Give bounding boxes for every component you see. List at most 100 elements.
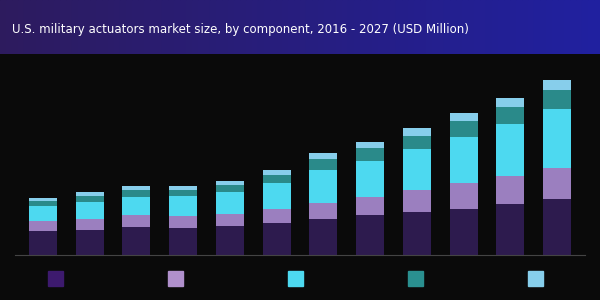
Bar [360, 0, 366, 54]
Bar [264, 0, 270, 54]
Bar [168, 0, 174, 54]
Bar [24, 0, 30, 54]
Bar [288, 0, 294, 54]
Bar [192, 0, 198, 54]
Bar [408, 271, 423, 286]
Bar [449, 122, 478, 136]
Bar [258, 0, 264, 54]
Bar [486, 0, 492, 54]
Bar [294, 0, 300, 54]
Bar [76, 192, 104, 196]
Bar [150, 0, 156, 54]
Bar [30, 0, 36, 54]
Bar [240, 0, 246, 54]
Bar [122, 227, 151, 255]
Bar [496, 176, 524, 204]
Bar [474, 0, 480, 54]
Bar [540, 0, 546, 54]
Bar [120, 0, 126, 54]
Bar [76, 196, 104, 202]
Bar [552, 0, 558, 54]
Bar [414, 0, 420, 54]
Bar [449, 183, 478, 208]
Bar [186, 0, 192, 54]
Bar [42, 0, 48, 54]
Bar [408, 0, 414, 54]
Bar [456, 0, 462, 54]
Bar [263, 208, 290, 223]
Bar [403, 136, 431, 149]
Bar [403, 149, 431, 190]
Bar [114, 0, 120, 54]
Bar [449, 136, 478, 183]
Bar [96, 0, 102, 54]
Bar [384, 0, 390, 54]
Bar [449, 113, 478, 122]
Bar [528, 0, 534, 54]
Bar [496, 98, 524, 107]
Bar [306, 0, 312, 54]
Bar [564, 0, 570, 54]
Bar [180, 0, 186, 54]
Bar [216, 0, 222, 54]
Bar [102, 0, 108, 54]
Bar [144, 0, 150, 54]
Bar [36, 0, 42, 54]
Bar [310, 202, 337, 220]
Bar [122, 215, 151, 227]
Bar [108, 0, 114, 54]
Bar [432, 0, 438, 54]
Bar [438, 0, 444, 54]
Bar [588, 0, 594, 54]
Bar [450, 0, 456, 54]
Bar [252, 0, 258, 54]
Bar [300, 0, 306, 54]
Bar [156, 0, 162, 54]
Bar [12, 0, 18, 54]
Bar [263, 183, 290, 208]
Bar [228, 0, 234, 54]
Bar [543, 199, 571, 255]
Bar [356, 215, 384, 255]
Bar [0, 0, 6, 54]
Bar [29, 201, 57, 206]
Bar [594, 0, 600, 54]
Bar [162, 0, 168, 54]
Bar [420, 0, 426, 54]
Bar [48, 271, 63, 286]
Bar [356, 148, 384, 161]
Bar [356, 197, 384, 215]
Bar [318, 0, 324, 54]
Bar [403, 190, 431, 212]
Bar [122, 186, 151, 190]
Bar [570, 0, 576, 54]
Bar [6, 0, 12, 54]
Bar [18, 0, 24, 54]
Bar [29, 206, 57, 221]
Bar [543, 109, 571, 168]
Bar [468, 0, 474, 54]
Bar [534, 0, 540, 54]
Bar [169, 216, 197, 228]
Bar [76, 202, 104, 219]
Bar [216, 226, 244, 255]
Bar [480, 0, 486, 54]
Bar [122, 190, 151, 197]
Bar [169, 228, 197, 255]
Bar [390, 0, 396, 54]
Bar [29, 197, 57, 201]
Bar [54, 0, 60, 54]
Bar [336, 0, 342, 54]
Text: U.S. military actuators market size, by component, 2016 - 2027 (USD Million): U.S. military actuators market size, by … [12, 23, 469, 36]
Bar [29, 231, 57, 255]
Bar [310, 220, 337, 255]
Bar [342, 0, 348, 54]
Bar [132, 0, 138, 54]
Bar [72, 0, 78, 54]
Bar [270, 0, 276, 54]
Bar [84, 0, 90, 54]
Bar [510, 0, 516, 54]
Bar [403, 212, 431, 255]
Bar [216, 181, 244, 185]
Bar [543, 90, 571, 109]
